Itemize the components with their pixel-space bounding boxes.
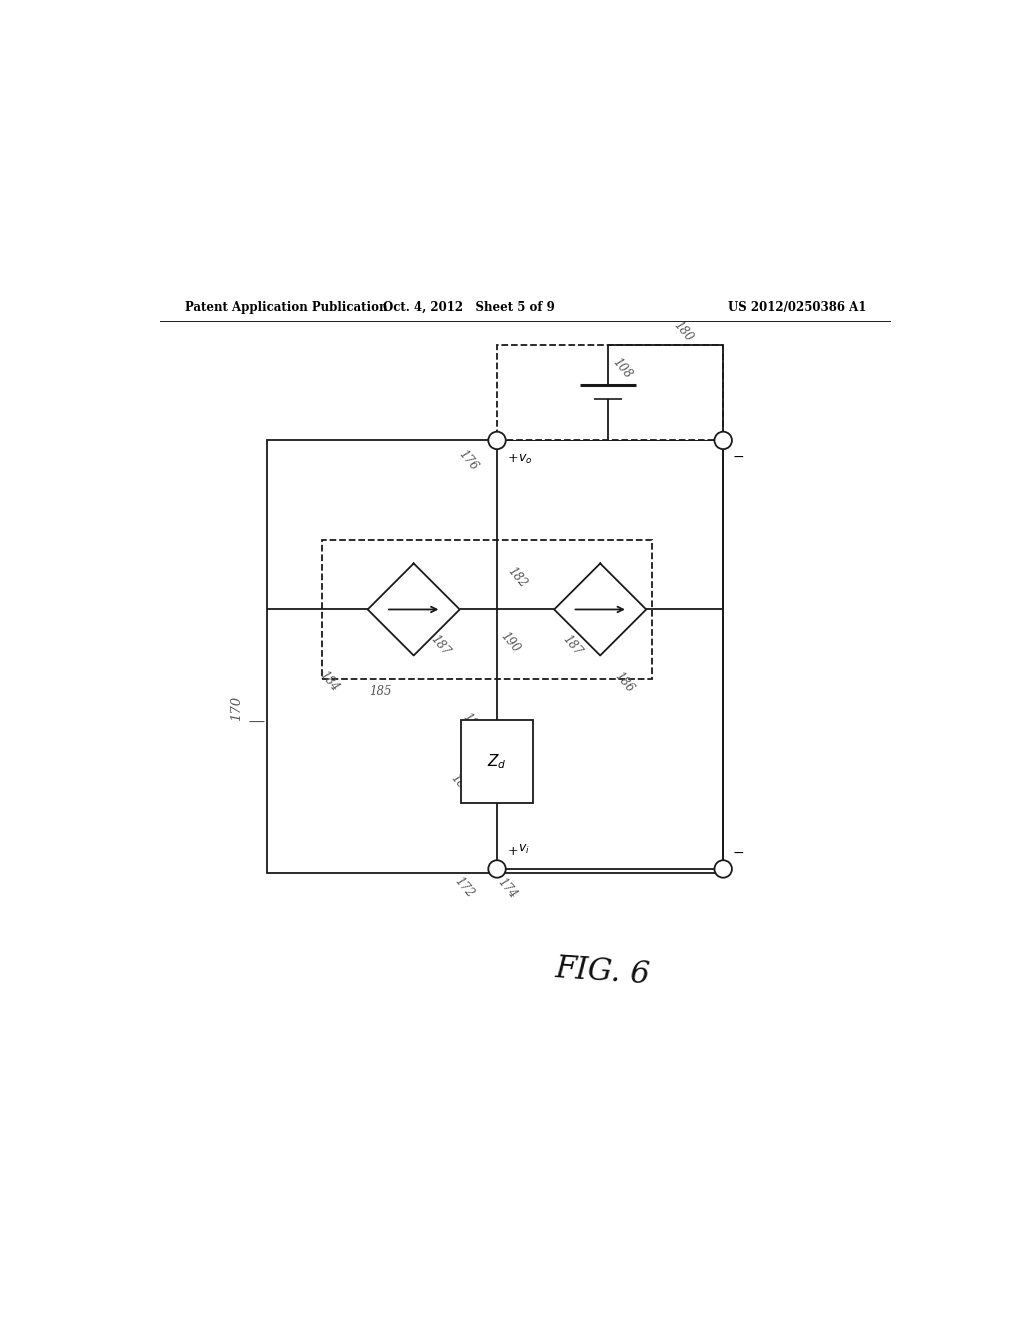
Text: $v_o$: $v_o$ [518, 453, 532, 466]
Text: 186: 186 [611, 669, 636, 696]
Text: +: + [507, 451, 518, 465]
Text: 185: 185 [369, 685, 391, 698]
Bar [462, 721, 532, 804]
Text: Oct. 4, 2012   Sheet 5 of 9: Oct. 4, 2012 Sheet 5 of 9 [383, 301, 555, 314]
Circle shape [715, 432, 732, 449]
Text: 187: 187 [560, 632, 585, 657]
Text: −: − [733, 450, 744, 463]
Text: US 2012/0250386 A1: US 2012/0250386 A1 [728, 301, 866, 314]
Text: 108: 108 [609, 355, 634, 381]
Bar [323, 540, 651, 678]
Text: 176: 176 [456, 447, 480, 473]
Text: 190: 190 [499, 630, 522, 656]
Text: $Z_d$: $Z_d$ [487, 752, 507, 771]
Text: +: + [507, 845, 518, 858]
Circle shape [488, 861, 506, 878]
Text: 188: 188 [460, 711, 483, 737]
Bar [267, 441, 723, 873]
Text: 172: 172 [453, 874, 477, 900]
Text: −: − [733, 845, 744, 859]
Text: 182: 182 [505, 565, 529, 590]
Text: 189: 189 [447, 771, 472, 797]
Circle shape [488, 432, 506, 449]
Text: 187: 187 [428, 632, 452, 657]
Text: 170: 170 [230, 696, 244, 721]
Text: Patent Application Publication: Patent Application Publication [185, 301, 388, 314]
Circle shape [715, 861, 732, 878]
Bar [497, 346, 723, 441]
Text: FIG. 6: FIG. 6 [554, 953, 651, 991]
Text: 180: 180 [672, 319, 695, 345]
Text: 174: 174 [496, 876, 519, 902]
Text: $v_i$: $v_i$ [518, 843, 529, 857]
Text: 184: 184 [316, 668, 341, 694]
